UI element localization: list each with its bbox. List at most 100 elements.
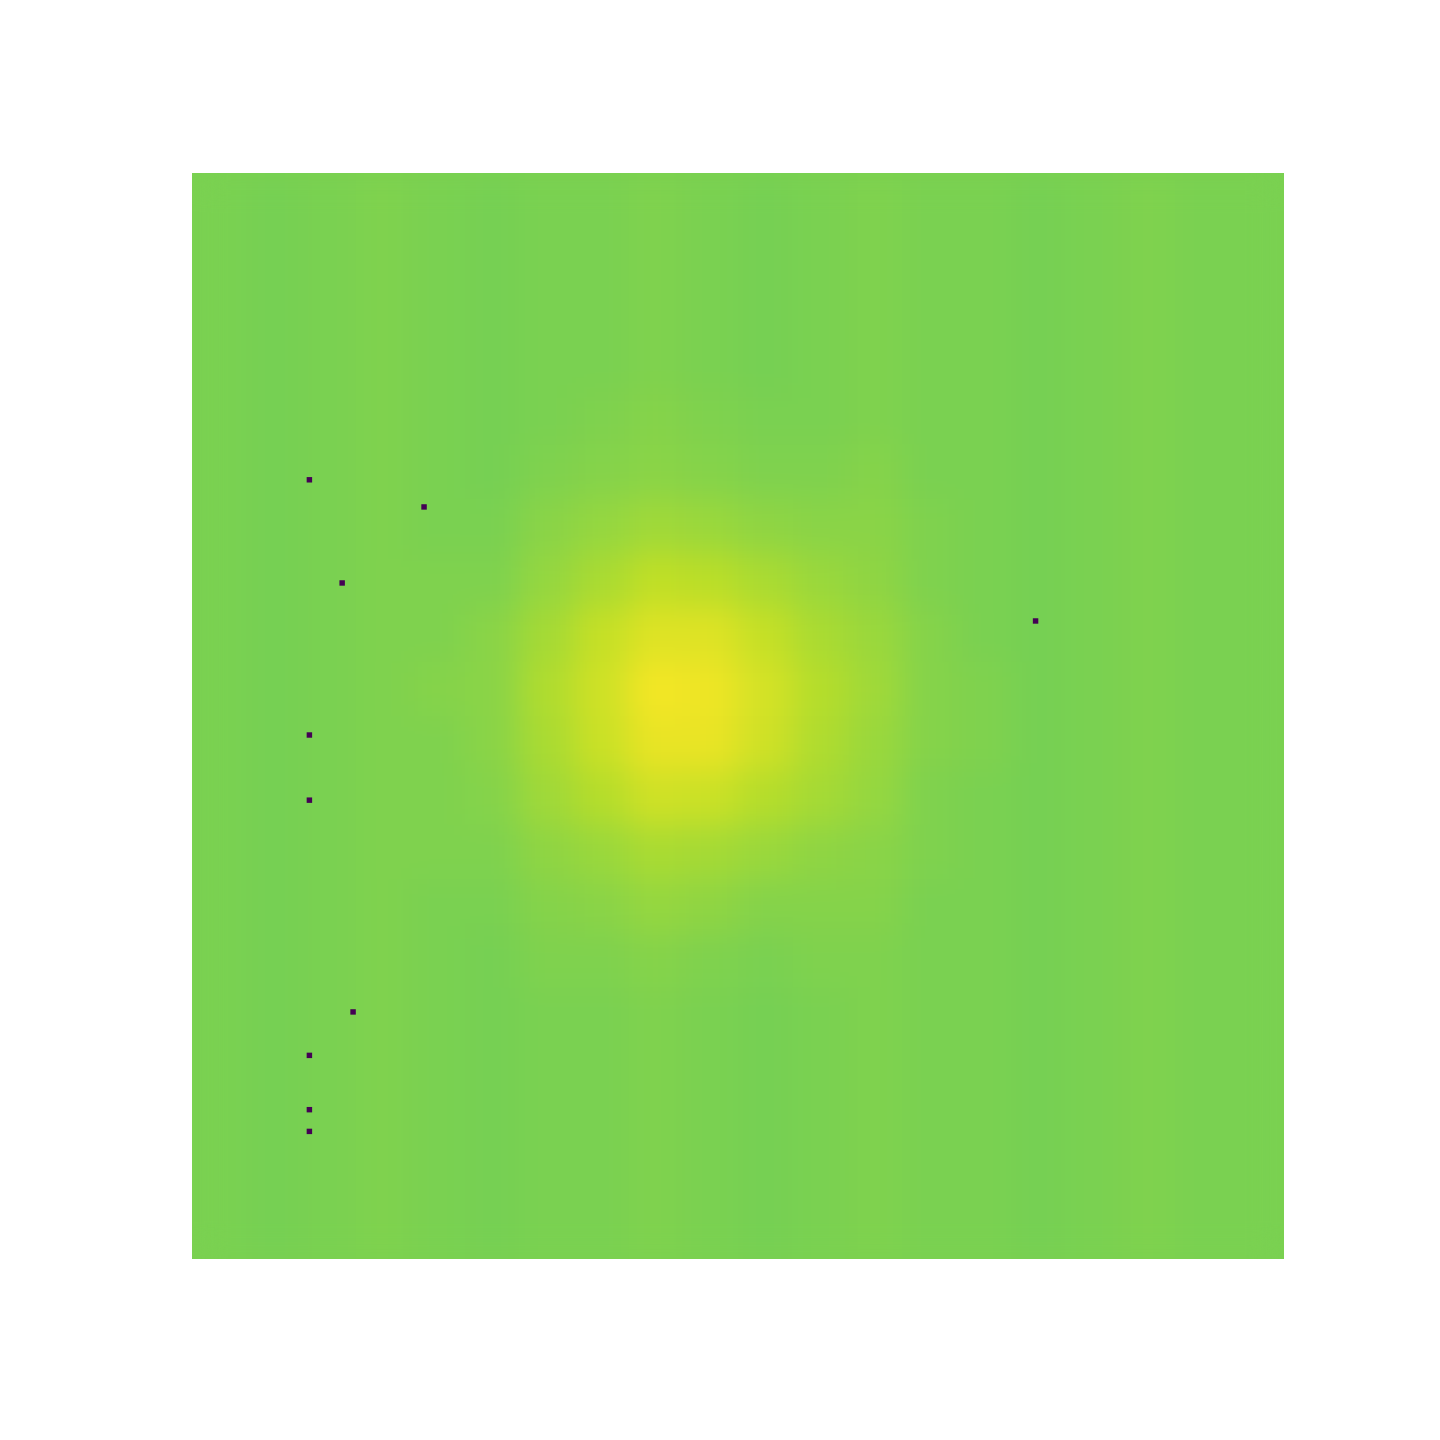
heatmap-cell	[847, 607, 902, 662]
heatmap-cell	[1011, 1042, 1066, 1097]
heatmap-cell	[356, 770, 411, 825]
heatmap-cell	[956, 716, 1011, 771]
heatmap-cell	[410, 390, 465, 445]
heatmap-cell	[410, 825, 465, 880]
heatmap-cell	[1066, 988, 1121, 1043]
dead-pixel	[339, 580, 344, 585]
heatmap-cell	[629, 716, 684, 771]
heatmap-cell	[1175, 1042, 1230, 1097]
heatmap-cell	[574, 282, 629, 337]
heatmap-cell	[902, 662, 957, 717]
heatmap-cell	[629, 825, 684, 880]
heatmap-cell	[520, 1150, 575, 1205]
heatmap-cell	[629, 1096, 684, 1151]
heatmap-cell	[1011, 825, 1066, 880]
heatmap-cell	[465, 445, 520, 500]
heatmap-cell	[1066, 879, 1121, 934]
heatmap-cell	[902, 1150, 957, 1205]
heatmap-cell	[793, 933, 848, 988]
heatmap-cell	[356, 662, 411, 717]
dead-pixel	[307, 797, 312, 802]
heatmap-cell	[847, 1042, 902, 1097]
heatmap-cell	[1120, 553, 1175, 608]
heatmap-cell	[356, 933, 411, 988]
heatmap-cell	[902, 1042, 957, 1097]
heatmap-cell	[410, 499, 465, 554]
heatmap-cell	[902, 716, 957, 771]
heatmap-cell	[847, 553, 902, 608]
heatmap-cell	[192, 1205, 247, 1259]
heatmap-cell	[247, 173, 302, 228]
heatmap-cell	[1229, 445, 1284, 500]
heatmap-cell	[574, 988, 629, 1043]
heatmap-cell	[192, 879, 247, 934]
heatmap-cell	[574, 445, 629, 500]
heatmap-cell	[1066, 499, 1121, 554]
heatmap-cell	[956, 553, 1011, 608]
heatmap-cell	[301, 173, 356, 228]
heatmap-cell	[356, 1096, 411, 1151]
heatmap-cell	[1229, 988, 1284, 1043]
heatmap-cell	[956, 933, 1011, 988]
heatmap-cell	[574, 825, 629, 880]
heatmap-cell	[465, 933, 520, 988]
heatmap-cell	[247, 336, 302, 391]
heatmap-cell	[574, 933, 629, 988]
heatmap-cell	[1011, 282, 1066, 337]
dead-pixel	[1033, 618, 1038, 623]
heatmap-cell	[738, 1042, 793, 1097]
heatmap-cell	[410, 879, 465, 934]
heatmap-cell	[520, 933, 575, 988]
heatmap-cell	[956, 879, 1011, 934]
heatmap-cell	[683, 553, 738, 608]
dead-pixels	[307, 477, 1039, 1134]
heatmap-cell	[410, 716, 465, 771]
heatmap-cell	[902, 1205, 957, 1259]
heatmap-cell	[247, 607, 302, 662]
heatmap-cell	[247, 553, 302, 608]
heatmap-cell	[902, 173, 957, 228]
heatmap-cell	[902, 390, 957, 445]
heatmap-cell	[793, 445, 848, 500]
heatmap-cell	[1175, 173, 1230, 228]
heatmap-cell	[683, 1205, 738, 1259]
heatmap-cell	[192, 716, 247, 771]
heatmap-cell	[683, 825, 738, 880]
heatmap-cell	[902, 336, 957, 391]
heatmap-cell	[1175, 607, 1230, 662]
heatmap-cell	[465, 988, 520, 1043]
dead-pixel	[350, 1009, 355, 1014]
heatmap-cell	[793, 336, 848, 391]
heatmap-cell	[1229, 825, 1284, 880]
heatmap-cell	[356, 282, 411, 337]
heatmap-cell	[629, 336, 684, 391]
heatmap-cell	[683, 499, 738, 554]
heatmap-cell	[247, 227, 302, 282]
heatmap-cell	[1011, 499, 1066, 554]
heatmap-cell	[956, 1150, 1011, 1205]
heatmap-cell	[465, 716, 520, 771]
heatmap-cell	[301, 825, 356, 880]
heatmap-cell	[1229, 1042, 1284, 1097]
heatmap-cell	[793, 1042, 848, 1097]
heatmap-cell	[956, 1205, 1011, 1259]
heatmap-cell	[465, 227, 520, 282]
heatmap-cell	[1229, 336, 1284, 391]
heatmap-cell	[465, 770, 520, 825]
heatmap-cell	[1175, 390, 1230, 445]
heatmap-cell	[247, 933, 302, 988]
heatmap-cell	[683, 879, 738, 934]
heatmap-cell	[1120, 1205, 1175, 1259]
heatmap-cell	[902, 445, 957, 500]
heatmap-cell	[301, 499, 356, 554]
heatmap-cell	[847, 770, 902, 825]
heatmap-cell	[1011, 1096, 1066, 1151]
heatmap-cell	[683, 770, 738, 825]
heatmap-cell	[1175, 1150, 1230, 1205]
heatmap-cell	[1175, 716, 1230, 771]
heatmap-cell	[1120, 662, 1175, 717]
heatmap-cell	[410, 607, 465, 662]
heatmap-cell	[465, 825, 520, 880]
heatmap-cell	[1229, 716, 1284, 771]
heatmap-cell	[1066, 1205, 1121, 1259]
